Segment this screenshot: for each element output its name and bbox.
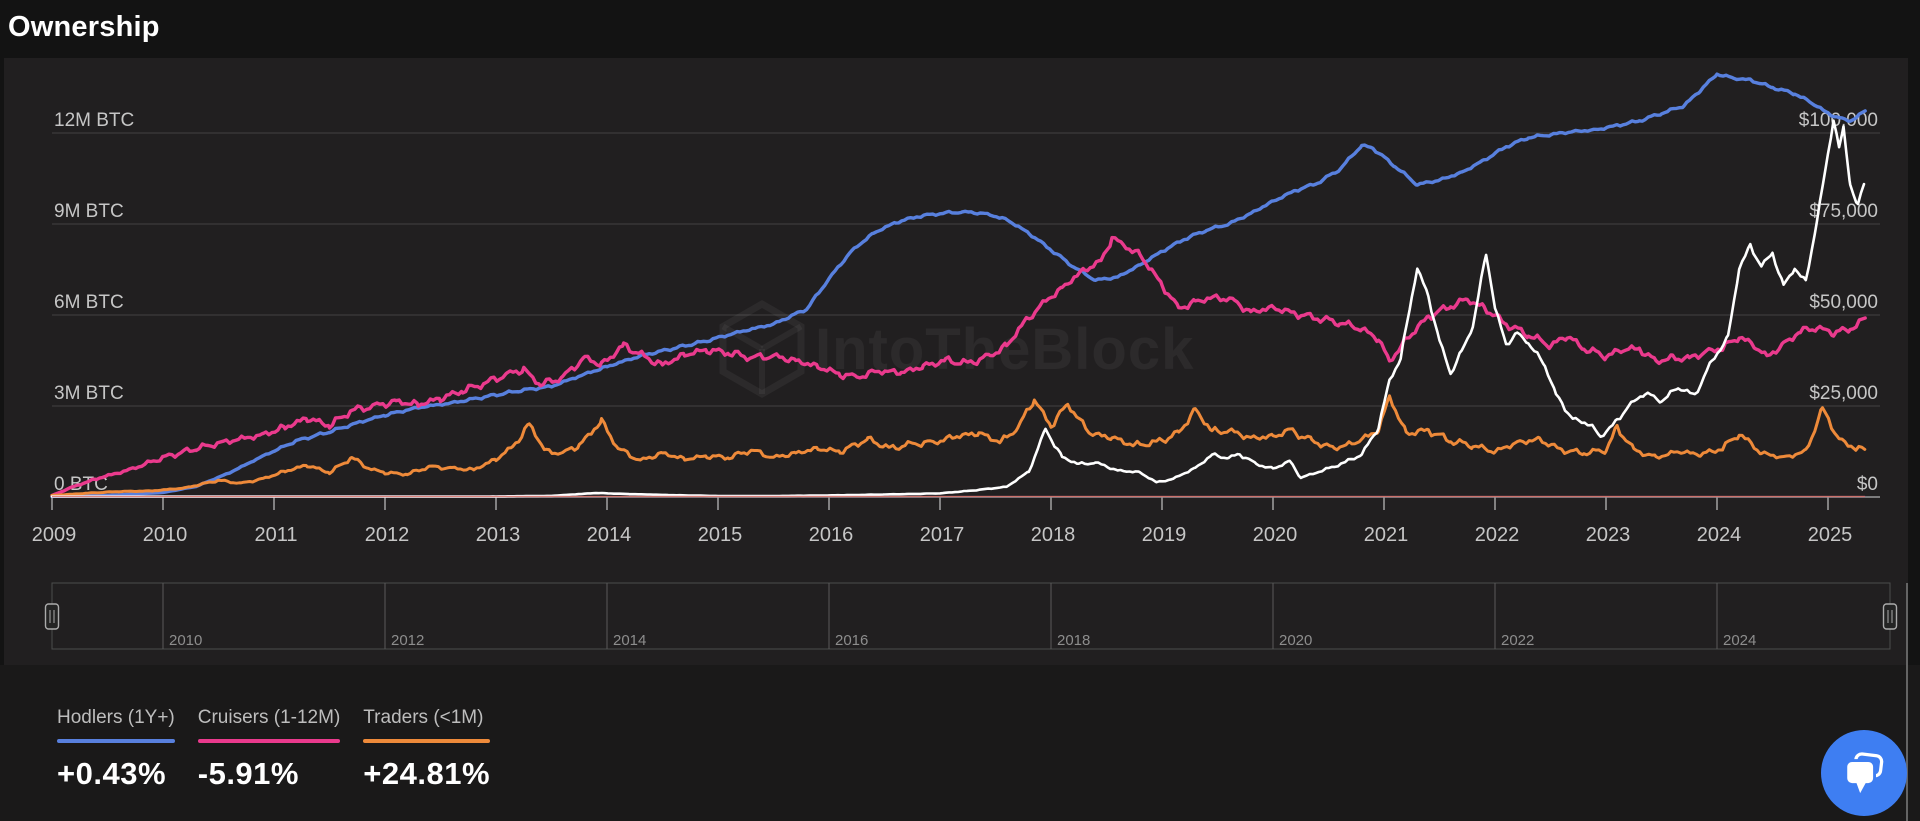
x-axis-year-label: 2023 [1586, 524, 1631, 546]
series-line-cruisers-1-12m- [50, 235, 1867, 498]
x-axis-year-label: 2019 [1142, 524, 1187, 546]
x-axis-year-label: 2022 [1475, 524, 1520, 546]
legend-item-traders[interactable]: Traders (<1M) +24.81% [363, 707, 491, 792]
series-line-hodlers-1y- [50, 72, 1867, 499]
navigator-track[interactable] [51, 582, 1891, 650]
legend-label: Hodlers (1Y+) [57, 707, 175, 728]
right-axis-label: $75,000 [1809, 201, 1878, 222]
navigator-year-label: 2024 [1723, 632, 1756, 649]
chat-widget-button[interactable] [1821, 730, 1907, 816]
x-axis-year-label: 2014 [587, 524, 632, 546]
legend-color-bar [57, 739, 175, 743]
right-axis-label: $25,000 [1809, 383, 1878, 404]
legend-value: +24.81% [363, 756, 491, 791]
navigator-year-label: 2010 [169, 632, 202, 649]
bottom-area [0, 665, 1920, 821]
x-axis-year-label: 2010 [143, 524, 188, 546]
x-axis-year-label: 2013 [476, 524, 521, 546]
navigator-year-label: 2022 [1501, 632, 1534, 649]
chart-panel [4, 58, 1908, 665]
x-axis-year-label: 2017 [920, 524, 965, 546]
legend-color-bar [363, 739, 491, 743]
chat-bubble-icon [1844, 752, 1884, 794]
navigator-year-label: 2018 [1057, 632, 1090, 649]
x-axis-year-label: 2015 [698, 524, 743, 546]
series-line-traders-1m- [50, 394, 1867, 497]
legend-label: Cruisers (1-12M) [197, 707, 341, 728]
navigator-year-label: 2016 [835, 632, 868, 649]
navigator-year-label: 2012 [391, 632, 424, 649]
x-axis-year-label: 2018 [1031, 524, 1076, 546]
x-axis-year-label: 2009 [32, 524, 77, 546]
legend-item-hodlers[interactable]: Hodlers (1Y+) +0.43% [57, 707, 175, 792]
x-axis-year-label: 2011 [254, 524, 297, 546]
legend-label: Traders (<1M) [363, 707, 484, 728]
left-axis-label: 9M BTC [54, 201, 124, 222]
watermark-cube-edge [721, 323, 764, 352]
right-axis-label: $0 [1857, 474, 1878, 495]
navigator-handle-left[interactable] [44, 603, 60, 630]
x-axis-year-label: 2012 [365, 524, 410, 546]
x-axis-year-label: 2024 [1697, 524, 1742, 546]
left-axis-label: 3M BTC [54, 383, 124, 404]
right-axis-label: $50,000 [1809, 292, 1878, 313]
watermark-cube-edge [760, 323, 803, 352]
watermark-hexagon [719, 299, 805, 399]
navigator-handle-right[interactable] [1882, 603, 1898, 630]
x-axis-year-label: 2020 [1253, 524, 1298, 546]
legend-color-bar [197, 739, 341, 743]
page-title: Ownership [8, 10, 160, 43]
x-axis-year-label: 2016 [809, 524, 854, 546]
series-line-price-usd- [50, 119, 1866, 498]
watermark-text: IntoTheBlock [815, 317, 1194, 382]
legend-value: -5.91% [197, 756, 299, 791]
right-axis-label: $100,000 [1799, 110, 1878, 131]
navigator-year-label: 2014 [613, 632, 646, 649]
scrollbar[interactable] [1906, 583, 1908, 821]
navigator-year-label: 2020 [1279, 632, 1312, 649]
legend-item-cruisers[interactable]: Cruisers (1-12M) -5.91% [197, 707, 341, 792]
series-legend: Hodlers (1Y+) +0.43% Cruisers (1-12M) -5… [57, 707, 491, 792]
left-axis-label: 6M BTC [54, 292, 124, 313]
x-axis-year-label: 2021 [1364, 524, 1409, 546]
x-axis-year-label: 2025 [1808, 524, 1853, 546]
legend-value: +0.43% [57, 756, 167, 791]
left-axis-label: 12M BTC [54, 110, 134, 131]
